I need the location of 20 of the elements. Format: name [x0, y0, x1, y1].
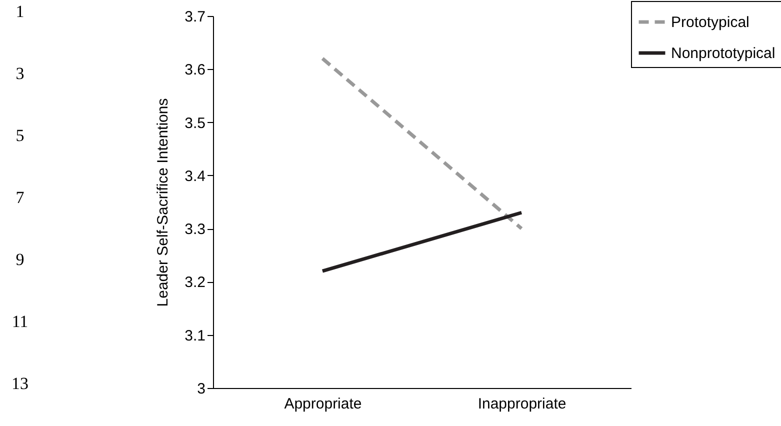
y-tick-label: 3.1 [184, 327, 206, 344]
text: 7 [14, 188, 26, 208]
x-tick-label: Appropriate [284, 396, 362, 412]
y-tick-label: 3.4 [184, 168, 206, 185]
y-tick-label: 3.2 [184, 274, 206, 292]
text: 13 [10, 374, 30, 394]
y-tick-label: 3.5 [184, 114, 206, 132]
y-tick-label: 3.3 [184, 221, 206, 238]
x-tick-label: Inappropriate [478, 396, 566, 412]
text: 5 [14, 126, 26, 146]
text: 9 [14, 250, 26, 270]
y-axis-title: Leader Self-Sacrifice Intentions [154, 98, 172, 307]
text: 1 [14, 2, 26, 22]
y-tick-label: 3.6 [184, 62, 206, 79]
legend-label: Nonprototypical [671, 45, 776, 62]
y-tick-label: 3.7 [184, 8, 206, 26]
text: 11 [10, 312, 30, 332]
text: 3 [14, 64, 26, 84]
legend-label: Prototypical [671, 14, 750, 31]
y-tick-label: 3 [197, 380, 206, 398]
